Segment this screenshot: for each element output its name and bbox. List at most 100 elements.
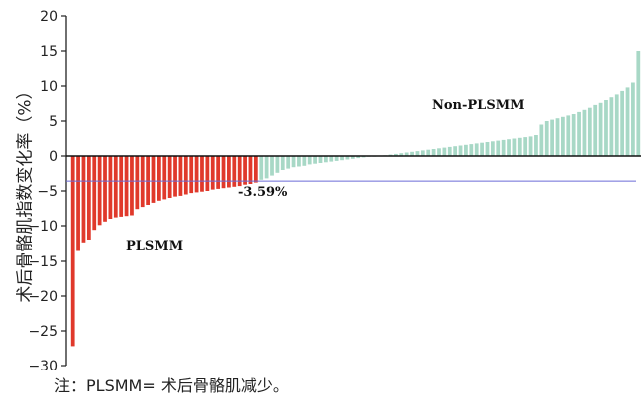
y-tick-label: −15 bbox=[28, 254, 58, 270]
bar bbox=[334, 156, 339, 161]
bar bbox=[399, 153, 404, 156]
reference-line-label: -3.59% bbox=[238, 185, 288, 200]
bar bbox=[253, 156, 258, 183]
bar bbox=[146, 156, 150, 205]
bar bbox=[162, 156, 167, 200]
bar bbox=[480, 142, 484, 156]
bar bbox=[135, 156, 140, 210]
bar bbox=[550, 119, 554, 156]
bar bbox=[130, 156, 134, 216]
bar bbox=[280, 156, 285, 170]
bar bbox=[205, 156, 210, 191]
bar bbox=[582, 109, 587, 156]
bar bbox=[227, 156, 231, 188]
bar bbox=[614, 94, 619, 156]
bar bbox=[356, 156, 361, 159]
bar bbox=[598, 102, 603, 156]
bar bbox=[404, 152, 409, 156]
bar bbox=[566, 115, 571, 156]
bar-chart: −30 −25 −20 −15 −10 −5 0 5 10 15 20 -3.59% PLSMM N… bbox=[28, 9, 641, 370]
bar bbox=[108, 156, 113, 219]
bar bbox=[350, 156, 355, 159]
bar bbox=[103, 156, 107, 222]
bar bbox=[173, 156, 177, 197]
bar bbox=[178, 156, 183, 196]
bar bbox=[490, 141, 495, 156]
bar bbox=[426, 149, 431, 156]
bar bbox=[587, 107, 592, 156]
bar bbox=[183, 156, 188, 195]
bar bbox=[167, 156, 172, 198]
bar bbox=[523, 137, 528, 156]
bar bbox=[507, 139, 511, 156]
bar bbox=[625, 87, 630, 156]
bar bbox=[221, 156, 226, 189]
bar bbox=[345, 156, 350, 160]
bar bbox=[485, 142, 490, 156]
bar bbox=[415, 151, 420, 156]
bar bbox=[323, 156, 328, 163]
bar bbox=[259, 156, 264, 180]
bar bbox=[291, 156, 296, 168]
y-tick-label: 20 bbox=[40, 9, 58, 25]
bar bbox=[577, 111, 581, 156]
y-tick-label: 0 bbox=[49, 149, 58, 165]
bar bbox=[248, 156, 253, 184]
bar bbox=[275, 156, 280, 173]
bar bbox=[539, 124, 544, 156]
bar bbox=[442, 147, 447, 156]
bar bbox=[544, 121, 549, 156]
y-tick-label: 5 bbox=[49, 114, 58, 130]
bar bbox=[437, 148, 441, 156]
bar bbox=[70, 156, 75, 347]
y-axis: −30 −25 −20 −15 −10 −5 0 5 10 15 20 bbox=[28, 9, 67, 370]
bar bbox=[113, 156, 118, 218]
bar bbox=[469, 144, 474, 156]
bar bbox=[92, 156, 97, 231]
bar bbox=[243, 156, 247, 185]
bar bbox=[307, 156, 312, 165]
bar bbox=[264, 156, 269, 179]
y-tick-label: 15 bbox=[40, 44, 58, 60]
bar bbox=[464, 144, 468, 156]
bar bbox=[528, 136, 533, 156]
bar bbox=[237, 156, 242, 187]
bar bbox=[496, 140, 501, 156]
y-tick-label: −5 bbox=[37, 184, 58, 200]
bars-group bbox=[70, 51, 641, 347]
bar bbox=[571, 114, 576, 156]
bar bbox=[297, 156, 301, 167]
bar bbox=[394, 153, 398, 156]
bar bbox=[76, 156, 80, 251]
bar bbox=[631, 82, 635, 156]
bar bbox=[431, 149, 436, 156]
bar bbox=[97, 156, 102, 226]
bar bbox=[447, 146, 452, 156]
bar bbox=[636, 51, 641, 156]
bar bbox=[232, 156, 237, 187]
bar bbox=[216, 156, 221, 189]
bar bbox=[593, 104, 598, 156]
bar bbox=[604, 100, 608, 156]
bar bbox=[270, 156, 274, 176]
annotation-plsmm: PLSMM bbox=[126, 239, 183, 254]
bar bbox=[458, 145, 463, 156]
bar bbox=[474, 143, 479, 156]
y-tick-label: 10 bbox=[40, 79, 58, 95]
bar bbox=[517, 137, 522, 156]
bar bbox=[609, 97, 614, 156]
bar bbox=[194, 156, 199, 193]
bar bbox=[340, 156, 344, 161]
y-axis-label: 术后骨骼肌指数变化率（%） bbox=[15, 82, 36, 303]
y-tick-label: −20 bbox=[28, 289, 58, 305]
bar bbox=[318, 156, 323, 163]
bar bbox=[453, 146, 458, 156]
bar bbox=[512, 138, 517, 156]
annotation-non-plsmm: Non-PLSMM bbox=[432, 98, 525, 113]
bar bbox=[302, 156, 307, 166]
footnote: 注：PLSMM= 术后骨骼肌减少。 bbox=[54, 376, 289, 395]
bar bbox=[200, 156, 204, 192]
bar bbox=[534, 135, 538, 156]
bar bbox=[620, 90, 625, 156]
bar bbox=[286, 156, 291, 169]
